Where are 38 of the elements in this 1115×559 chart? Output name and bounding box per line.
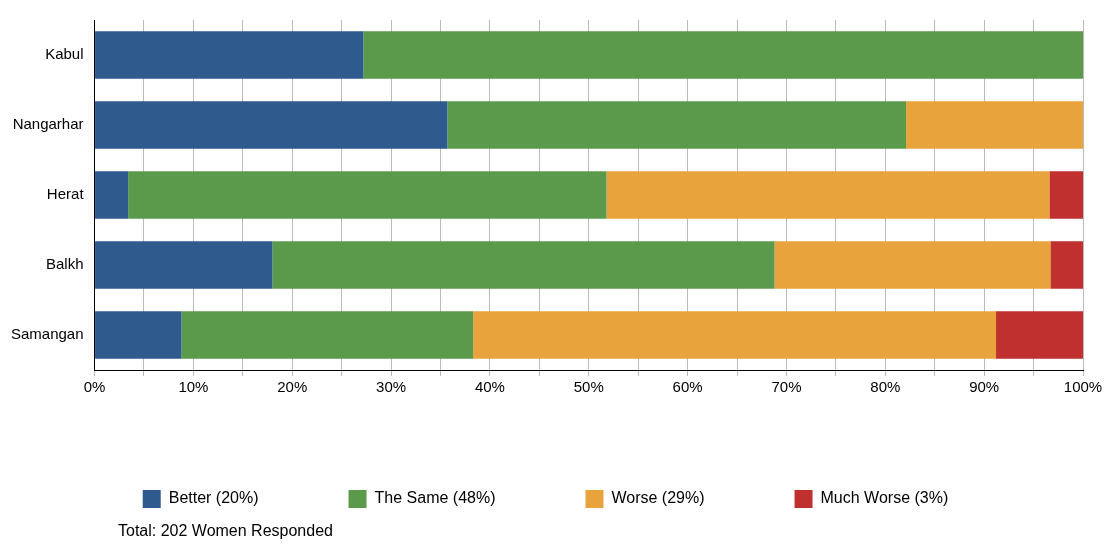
bar <box>95 241 273 289</box>
bar <box>95 101 448 149</box>
bar <box>95 171 129 219</box>
x-tick-label: 10% <box>178 378 209 396</box>
y-tick-label: Balkh <box>46 255 84 273</box>
bar <box>95 31 364 79</box>
x-tick-label: 70% <box>771 378 802 396</box>
x-tick-label: 40% <box>474 378 505 396</box>
y-tick-label: Samangan <box>10 325 84 343</box>
bar <box>272 241 775 289</box>
bar <box>181 311 474 359</box>
x-tick-label: 30% <box>376 378 407 396</box>
bar <box>606 171 1050 219</box>
bar <box>128 171 607 219</box>
bar <box>473 311 997 359</box>
y-tick-label: Herat <box>46 185 85 203</box>
x-tick-label: 60% <box>672 378 703 396</box>
bar <box>774 241 1051 289</box>
x-tick-label: 0% <box>83 378 106 396</box>
legend-label: Better (20%) <box>168 489 259 507</box>
bar <box>447 101 907 149</box>
legend-label: Much Worse (3%) <box>820 489 949 507</box>
x-tick-label: 90% <box>969 378 1000 396</box>
x-tick-label: 100% <box>1063 378 1103 396</box>
bar <box>906 101 1083 149</box>
legend-label: The Same (48%) <box>374 489 496 507</box>
x-tick-label: 20% <box>277 378 308 396</box>
bar <box>996 311 1083 359</box>
bar <box>95 311 182 359</box>
y-tick-label: Kabul <box>45 45 84 63</box>
text: Total: 202 Women Responded <box>118 522 334 540</box>
x-tick-label: 50% <box>573 378 604 396</box>
bar <box>1050 241 1083 289</box>
x-tick-label: 80% <box>870 378 901 396</box>
y-tick-label: Nangarhar <box>12 115 84 133</box>
legend-label: Worse (29%) <box>611 489 705 507</box>
bar <box>1049 171 1083 219</box>
bar <box>363 31 1083 79</box>
